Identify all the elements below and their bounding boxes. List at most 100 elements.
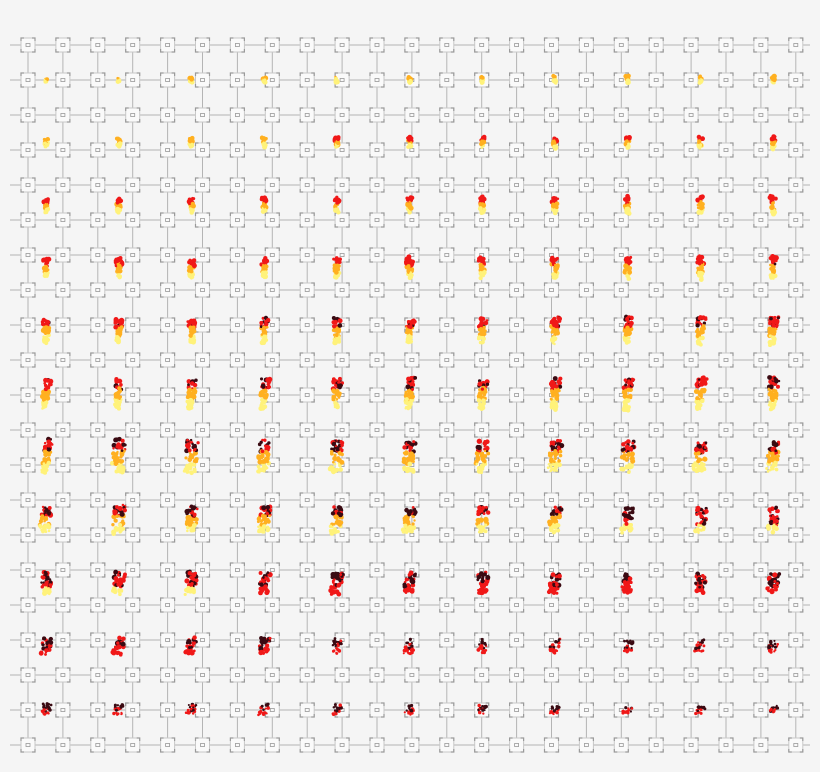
grid-node bbox=[55, 702, 71, 718]
fire-particle bbox=[695, 401, 699, 405]
fire-particle bbox=[698, 642, 702, 646]
grid-node bbox=[369, 422, 385, 438]
fire-particle bbox=[405, 336, 411, 342]
grid-node bbox=[509, 597, 525, 613]
fire-particle bbox=[776, 384, 780, 389]
grid-node bbox=[160, 247, 176, 263]
fire-frame bbox=[184, 702, 198, 715]
fire-particle bbox=[111, 522, 115, 527]
grid-node bbox=[683, 492, 699, 508]
fire-particle bbox=[551, 259, 556, 265]
fire-frame bbox=[258, 571, 273, 596]
fire-particle bbox=[481, 136, 485, 141]
grid-node bbox=[648, 422, 664, 438]
grid-node bbox=[20, 597, 36, 613]
fire-particle bbox=[47, 452, 51, 457]
fire-particle bbox=[549, 452, 553, 456]
fire-particle bbox=[115, 514, 119, 518]
grid-node bbox=[543, 422, 560, 438]
fire-particle bbox=[620, 448, 625, 452]
fire-particle bbox=[483, 260, 486, 264]
fire-particle bbox=[480, 637, 484, 641]
fire-frame bbox=[622, 193, 632, 216]
fire-particle bbox=[554, 323, 559, 329]
fire-particle bbox=[630, 646, 633, 650]
fire-particle bbox=[404, 507, 409, 513]
grid-node bbox=[55, 247, 71, 263]
grid-node bbox=[125, 562, 141, 578]
fire-particle bbox=[262, 389, 266, 393]
fire-particle bbox=[623, 710, 628, 714]
fire-particle bbox=[554, 264, 560, 270]
fire-particle bbox=[619, 526, 625, 532]
fire-particle bbox=[264, 322, 269, 326]
grid-node bbox=[369, 352, 385, 368]
fire-particle bbox=[481, 401, 486, 406]
fire-particle bbox=[256, 455, 261, 460]
grid-node bbox=[439, 212, 455, 228]
fire-particle bbox=[261, 265, 265, 269]
grid-node bbox=[334, 352, 350, 368]
grid-node bbox=[20, 317, 36, 333]
fire-particle bbox=[335, 577, 340, 581]
fire-particle bbox=[406, 456, 411, 461]
grid-node bbox=[125, 457, 141, 473]
grid-node bbox=[718, 317, 734, 333]
fire-particle bbox=[404, 401, 408, 405]
fire-particle bbox=[699, 448, 704, 453]
grid-node bbox=[578, 667, 594, 683]
grid-node bbox=[299, 317, 315, 333]
fire-frame bbox=[110, 635, 126, 657]
grid-node bbox=[543, 492, 560, 508]
fire-particle bbox=[266, 384, 272, 390]
fire-particle bbox=[260, 459, 266, 464]
grid-node bbox=[264, 422, 280, 438]
grid-node bbox=[718, 422, 734, 438]
grid-node bbox=[474, 177, 490, 193]
fire-particle bbox=[331, 712, 335, 716]
grid-node bbox=[474, 282, 490, 298]
fire-particle bbox=[335, 200, 340, 205]
fire-frame bbox=[401, 440, 418, 474]
grid-node bbox=[439, 527, 455, 543]
fire-frame bbox=[619, 506, 635, 535]
fire-particle bbox=[480, 145, 484, 149]
grid-node bbox=[648, 37, 664, 53]
fire-frame bbox=[767, 193, 778, 217]
grid-node bbox=[194, 597, 211, 613]
fire-particle bbox=[482, 584, 487, 589]
fire-particle bbox=[704, 441, 708, 445]
fire-particle bbox=[478, 382, 482, 386]
fire-particle bbox=[402, 652, 405, 655]
grid-node bbox=[160, 457, 176, 473]
fire-particle bbox=[409, 446, 414, 450]
fire-frame bbox=[333, 75, 340, 85]
fire-particle bbox=[768, 334, 772, 338]
grid-node bbox=[613, 107, 629, 123]
fire-particle bbox=[774, 585, 778, 589]
fire-particle bbox=[702, 456, 707, 461]
fire-particle bbox=[694, 528, 699, 533]
grid-node bbox=[90, 177, 106, 193]
grid-node bbox=[229, 352, 245, 368]
fire-particle bbox=[699, 398, 705, 404]
fire-particle bbox=[553, 78, 557, 83]
grid-node bbox=[578, 212, 594, 228]
fire-frame bbox=[620, 572, 633, 595]
grid-node bbox=[299, 282, 315, 298]
fire-frame bbox=[40, 702, 53, 716]
grid-node bbox=[299, 667, 315, 683]
grid-node bbox=[648, 667, 664, 683]
fire-particle bbox=[267, 579, 271, 582]
fire-frame bbox=[330, 376, 345, 410]
grid-node bbox=[613, 282, 629, 298]
fire-particle bbox=[551, 582, 556, 587]
fire-particle bbox=[554, 273, 559, 278]
fire-particle bbox=[185, 463, 189, 467]
fire-particle bbox=[772, 523, 776, 526]
grid-node bbox=[753, 667, 769, 683]
fire-particle bbox=[401, 459, 407, 465]
fire-particle bbox=[628, 464, 634, 470]
grid-node bbox=[509, 457, 525, 473]
fire-particle bbox=[696, 441, 700, 445]
